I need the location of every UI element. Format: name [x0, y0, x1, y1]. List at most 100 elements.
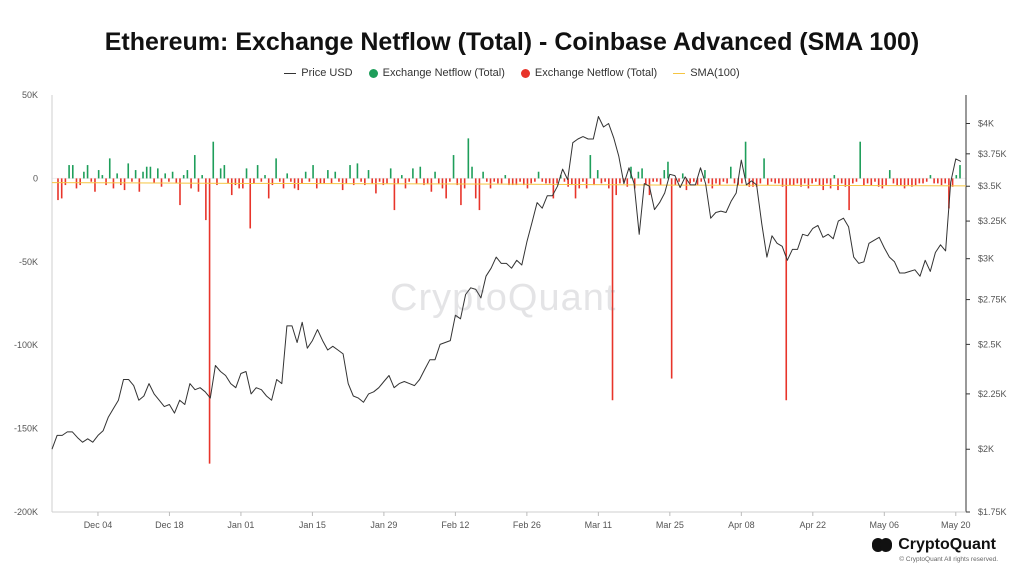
netflow-bar — [948, 178, 950, 209]
netflow-bar — [670, 178, 673, 379]
netflow-bar — [685, 178, 688, 191]
netflow-bar — [264, 175, 266, 179]
netflow-bar — [815, 178, 817, 182]
netflow-bar — [449, 178, 451, 182]
netflow-bar — [789, 178, 791, 186]
netflow-bar — [778, 178, 780, 184]
netflow-bar — [208, 178, 211, 464]
netflow-bar — [807, 178, 810, 189]
netflow-bar — [940, 178, 943, 186]
x-tick-label: Jan 01 — [227, 520, 254, 530]
y-right-tick-label: $2.5K — [978, 339, 1002, 349]
netflow-bar — [286, 173, 288, 179]
netflow-bar — [463, 178, 466, 189]
netflow-bar — [127, 163, 130, 179]
netflow-bar — [766, 178, 769, 186]
x-tick-label: Mar 11 — [585, 520, 612, 530]
netflow-bar — [478, 178, 481, 211]
netflow-bar — [164, 173, 166, 179]
legend-item-netflow-positive[interactable]: Exchange Netflow (Total) — [368, 67, 505, 79]
chart-title: Ethereum: Exchange Netflow (Total) - Coi… — [104, 28, 920, 56]
netflow-bar — [918, 178, 921, 184]
netflow-bar — [959, 165, 961, 179]
netflow-bar — [626, 178, 629, 187]
netflow-bar — [412, 168, 414, 179]
netflow-bar — [79, 178, 81, 186]
netflow-bar — [382, 178, 385, 186]
x-tick-label: Jan 15 — [299, 520, 326, 530]
netflow-bar — [656, 178, 658, 182]
netflow-bar — [334, 171, 337, 179]
netflow-bar — [914, 178, 917, 186]
netflow-bar — [937, 178, 939, 184]
netflow-bar — [855, 178, 858, 182]
netflow-bar — [230, 178, 233, 196]
netflow-bar — [548, 178, 551, 184]
legend-item-sma[interactable]: SMA(100) — [673, 67, 740, 79]
netflow-bar — [733, 178, 736, 184]
netflow-bar — [600, 178, 603, 184]
netflow-bar — [678, 178, 680, 182]
netflow-bar — [693, 178, 695, 182]
netflow-bar — [633, 178, 636, 189]
netflow-bar — [223, 165, 226, 179]
y-right-tick-label: $3.5K — [978, 181, 1002, 191]
netflow-bar — [471, 166, 473, 179]
netflow-bar — [903, 178, 906, 189]
netflow-bar — [571, 178, 573, 186]
legend-item-netflow-negative[interactable]: Exchange Netflow (Total) — [520, 67, 657, 79]
netflow-bar — [168, 178, 170, 182]
netflow-bar — [304, 171, 307, 179]
netflow-bar — [105, 178, 107, 186]
netflow-bar — [925, 178, 928, 182]
netflow-bar — [511, 178, 514, 186]
netflow-bar — [615, 178, 617, 196]
netflow-bar — [401, 175, 403, 179]
cryptoquant-logo-icon — [872, 538, 893, 552]
netflow-bar — [537, 171, 540, 179]
netflow-bar — [689, 178, 691, 184]
legend-swatch-price — [284, 72, 297, 74]
netflow-bar — [781, 178, 784, 187]
netflow-bar — [497, 178, 499, 184]
netflow-bar — [145, 166, 148, 179]
netflow-bar — [859, 141, 861, 179]
netflow-bar — [75, 178, 78, 189]
netflow-bar — [641, 168, 643, 179]
x-tick-label: Jan 29 — [370, 520, 397, 530]
netflow-bar — [608, 178, 610, 189]
netflow-bar — [419, 166, 422, 179]
netflow-bar — [308, 178, 311, 182]
netflow-bar — [256, 165, 259, 179]
y-left-tick-label: 50K — [22, 90, 38, 100]
netflow-bar — [715, 178, 717, 184]
netflow-bar — [870, 178, 873, 186]
netflow-bar — [763, 158, 765, 179]
netflow-bar — [415, 178, 418, 184]
netflow-bar — [637, 171, 640, 179]
x-tick-label: May 20 — [941, 520, 971, 530]
netflow-bar — [227, 178, 229, 184]
netflow-bar — [852, 178, 854, 184]
price-layer — [51, 116, 962, 450]
legend-label-netflow-positive: Exchange Netflow (Total) — [382, 67, 505, 79]
netflow-bar — [707, 178, 710, 184]
netflow-bar — [848, 178, 850, 211]
netflow-bar — [567, 178, 569, 187]
y-right-tick-label: $3K — [978, 254, 994, 264]
netflow-bar — [452, 155, 455, 179]
netflow-bar — [933, 178, 935, 184]
netflow-bar — [619, 178, 621, 184]
netflow-bar — [774, 178, 776, 184]
netflow-bar — [212, 141, 215, 179]
netflow-bar — [863, 178, 865, 186]
netflow-bar — [271, 178, 274, 186]
netflow-bar — [138, 178, 141, 192]
legend-item-price[interactable]: Price USD — [284, 67, 353, 79]
netflow-bar — [888, 170, 891, 179]
netflow-bar — [253, 178, 255, 184]
x-tick-label: May 06 — [870, 520, 900, 530]
x-tick-label: Apr 22 — [800, 520, 827, 530]
netflow-bar — [582, 178, 584, 182]
netflow-bar — [60, 178, 63, 199]
